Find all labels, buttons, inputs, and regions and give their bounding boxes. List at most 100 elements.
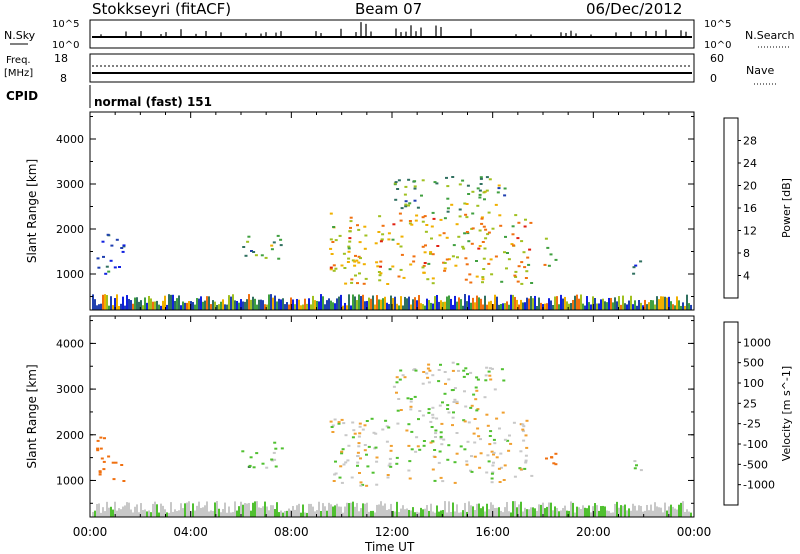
ground-scatter-cell xyxy=(478,297,480,310)
ground-scatter-cell xyxy=(572,299,574,310)
data-cell xyxy=(357,255,361,258)
data-cell xyxy=(458,183,462,186)
ground-scatter-cell xyxy=(290,297,292,310)
ground-scatter-cell xyxy=(480,508,482,517)
ground-scatter-cell xyxy=(212,300,214,310)
ground-scatter-cell xyxy=(652,510,654,517)
data-cell xyxy=(478,466,482,469)
ground-scatter-cell xyxy=(544,303,546,310)
data-cell xyxy=(521,428,525,431)
data-cell xyxy=(481,281,484,284)
ground-scatter-cell xyxy=(440,300,442,310)
data-cell xyxy=(480,216,484,219)
data-cell xyxy=(96,447,100,450)
data-cell xyxy=(491,227,495,230)
ground-scatter-cell xyxy=(630,295,632,310)
data-cell xyxy=(356,224,359,227)
data-cell xyxy=(361,483,365,486)
nsearch-label: N.Search xyxy=(745,29,795,42)
ground-scatter-cell xyxy=(646,504,648,517)
ground-scatter-cell xyxy=(160,305,162,310)
data-cell xyxy=(392,223,396,226)
data-cell xyxy=(442,261,446,264)
data-cell xyxy=(380,238,384,241)
data-cell xyxy=(503,251,506,254)
data-cell xyxy=(409,408,413,411)
ground-scatter-cell xyxy=(594,503,596,517)
colorbar-tick-label: -1000 xyxy=(743,479,775,492)
data-cell xyxy=(385,440,389,443)
data-cell xyxy=(554,452,558,455)
ground-scatter-cell xyxy=(130,509,132,517)
ground-scatter-cell xyxy=(472,297,474,310)
ground-scatter-cell xyxy=(266,506,268,517)
ground-scatter-cell xyxy=(132,512,134,517)
data-cell xyxy=(478,196,482,199)
data-cell xyxy=(270,458,274,461)
ground-scatter-cell xyxy=(204,505,206,517)
ground-scatter-cell xyxy=(286,510,288,517)
data-cell xyxy=(422,440,426,442)
ground-scatter-cell xyxy=(142,510,144,517)
data-cell xyxy=(632,272,636,275)
data-cell xyxy=(492,453,495,456)
ground-scatter-cell xyxy=(176,511,178,517)
data-cell xyxy=(544,237,548,240)
data-cell xyxy=(512,421,516,424)
data-cell xyxy=(450,389,454,392)
data-cell xyxy=(520,282,524,285)
colorbar-frame xyxy=(723,321,739,506)
data-cell xyxy=(487,231,491,234)
ground-scatter-cell xyxy=(362,503,364,517)
data-cell xyxy=(462,247,466,250)
ground-scatter-cell xyxy=(302,304,304,310)
ground-scatter-cell xyxy=(588,302,590,310)
data-cell xyxy=(512,244,515,247)
ground-scatter-cell xyxy=(600,299,602,310)
data-cell xyxy=(365,484,369,487)
ground-scatter-cell xyxy=(524,302,526,310)
data-cell xyxy=(484,228,488,231)
ground-scatter-cell xyxy=(452,304,454,310)
data-cell xyxy=(463,420,467,423)
ground-scatter-cell xyxy=(470,505,472,517)
ground-scatter-cell xyxy=(196,505,198,517)
ground-scatter-cell xyxy=(372,510,374,517)
ground-scatter-cell xyxy=(384,296,386,310)
ground-scatter-cell xyxy=(362,294,364,310)
ground-scatter-cell xyxy=(436,505,438,517)
data-cell xyxy=(340,450,344,453)
ground-scatter-cell xyxy=(460,299,462,310)
data-cell xyxy=(427,381,431,384)
ground-scatter-cell xyxy=(218,508,220,517)
data-cell xyxy=(115,238,119,241)
ground-scatter-cell xyxy=(528,298,530,310)
ground-scatter-cell xyxy=(318,501,320,517)
ground-scatter-cell xyxy=(454,295,456,310)
data-cell xyxy=(498,214,502,217)
data-cell xyxy=(465,263,469,266)
data-cell xyxy=(472,432,476,435)
data-cell xyxy=(492,438,496,441)
data-cell xyxy=(426,376,430,379)
ground-scatter-cell xyxy=(180,305,182,310)
data-cell xyxy=(522,251,526,254)
ground-scatter-cell xyxy=(400,296,402,310)
data-cell xyxy=(410,448,414,451)
data-cell xyxy=(439,431,443,434)
ground-scatter-cell xyxy=(286,302,288,310)
ground-scatter-cell xyxy=(502,303,504,310)
data-cell xyxy=(338,234,342,237)
ground-scatter-cell xyxy=(488,301,490,310)
data-cell xyxy=(488,367,492,370)
data-cell xyxy=(356,451,360,454)
data-cell xyxy=(438,404,442,407)
ground-scatter-cell xyxy=(500,510,502,517)
ground-scatter-cell xyxy=(636,510,638,517)
ground-scatter-cell xyxy=(502,512,504,517)
ground-scatter-cell xyxy=(130,300,132,310)
data-cell xyxy=(398,212,402,215)
ground-scatter-cell xyxy=(448,501,450,517)
ground-scatter-cell xyxy=(376,504,378,517)
data-cell xyxy=(479,183,483,185)
